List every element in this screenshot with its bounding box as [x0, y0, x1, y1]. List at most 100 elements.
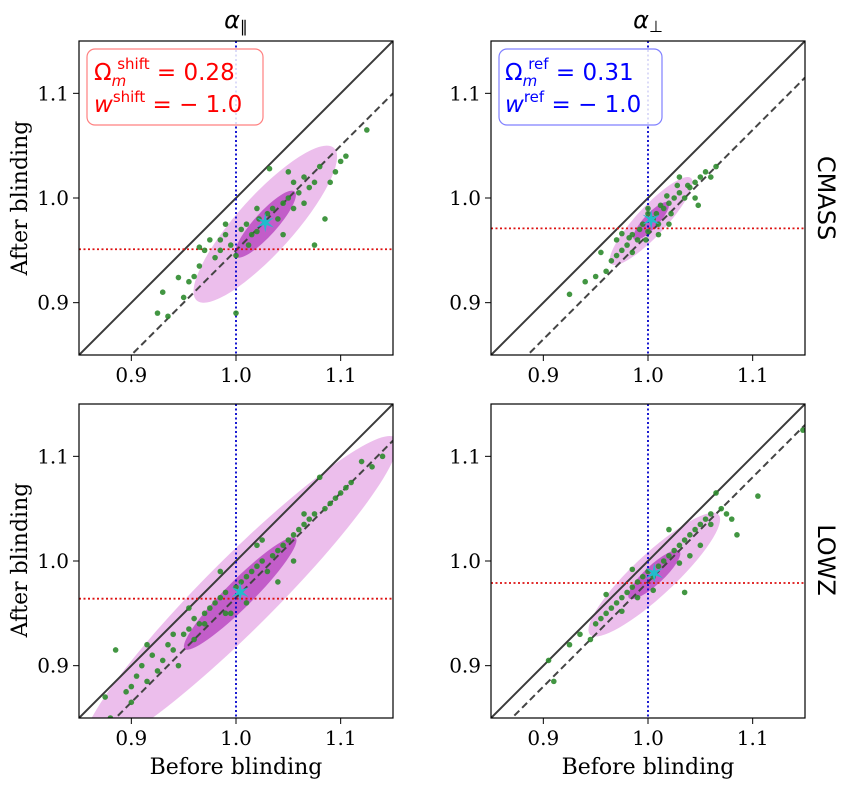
omega-symbol: Ω [505, 60, 523, 86]
data-point [728, 516, 735, 522]
center-star-marker: ✶ [254, 209, 276, 239]
row-label-cmass: CMASS [812, 156, 840, 240]
data-point [233, 310, 239, 316]
data-point [645, 205, 651, 212]
data-point [629, 249, 636, 256]
data-point [655, 231, 662, 238]
data-point [227, 610, 234, 617]
data-point [608, 605, 615, 611]
data-point [551, 678, 557, 685]
data-point [248, 568, 255, 575]
data-point [619, 247, 625, 254]
data-point [175, 274, 182, 281]
omega-superscript: shift [117, 55, 150, 73]
data-point [102, 694, 108, 700]
data-point [207, 237, 213, 243]
data-point [165, 641, 171, 648]
data-point [301, 200, 307, 207]
data-point [666, 552, 672, 559]
data-point [708, 511, 714, 517]
x-tick-label: 1.0 [220, 363, 252, 387]
data-point [217, 568, 224, 575]
data-point [306, 516, 313, 522]
x-tick-label: 1.1 [325, 726, 357, 750]
plot-area: ✶ [491, 404, 805, 718]
y-tick-label: 0.9 [449, 654, 481, 678]
annotation-shift-line1: Ωmshift = 0.28 [94, 55, 235, 90]
data-point [201, 621, 208, 627]
data-point [718, 505, 725, 512]
data-point [676, 542, 683, 549]
data-point [222, 231, 229, 238]
plot-area: ✶ [79, 41, 393, 355]
data-point [238, 579, 245, 585]
data-point [112, 647, 119, 653]
data-point [676, 560, 683, 566]
data-point [180, 294, 187, 301]
data-point [692, 195, 698, 201]
x-tick-label: 1.0 [220, 726, 252, 750]
data-point [332, 169, 339, 175]
data-point [196, 244, 203, 250]
data-point [681, 195, 688, 201]
data-point [684, 182, 691, 189]
data-point [186, 278, 192, 285]
data-point [311, 242, 318, 248]
x-tick-label: 0.9 [115, 726, 147, 750]
data-point [666, 200, 672, 207]
data-point [634, 237, 641, 243]
data-point [566, 641, 573, 648]
data-point [170, 631, 176, 638]
data-point [702, 169, 709, 175]
data-point [619, 230, 625, 237]
data-point [301, 511, 307, 517]
data-point [280, 200, 286, 207]
data-point [285, 169, 292, 175]
identity-line [79, 404, 393, 718]
data-point [645, 568, 651, 575]
x-tick-label: 1.1 [737, 363, 769, 387]
panel-2: ✶ 0.9 1.0 1.1 0.9 1.0 1.1 [37, 403, 394, 750]
omega-subscript: m [523, 72, 538, 90]
data-point [217, 237, 224, 243]
x-tick-label: 0.9 [527, 363, 559, 387]
data-point [639, 221, 646, 227]
data-point [191, 636, 197, 643]
data-point [566, 291, 573, 298]
data-point [191, 615, 197, 622]
data-point [343, 484, 349, 491]
panel-3: ✶ 0.9 1.0 1.1 0.9 1.0 1.1 [449, 403, 806, 750]
data-point [264, 210, 271, 217]
col-title-base: α [224, 6, 240, 34]
data-point [207, 605, 213, 611]
data-point [629, 584, 636, 590]
data-point [316, 163, 323, 170]
data-point [619, 608, 625, 615]
data-point [800, 427, 805, 433]
data-point [139, 662, 145, 669]
data-point [285, 537, 292, 543]
data-point [296, 526, 302, 533]
data-point [687, 552, 693, 559]
w-superscript: ref [524, 88, 545, 106]
x-axis-label-right: Before blinding [562, 755, 735, 780]
data-point [664, 193, 670, 199]
data-point [327, 179, 334, 186]
data-point [650, 573, 657, 580]
data-point [306, 184, 313, 191]
data-point [695, 202, 702, 209]
data-point [217, 594, 224, 601]
data-point [692, 526, 698, 533]
data-point [144, 641, 150, 648]
center-star-marker: ✶ [640, 206, 662, 236]
y-tick-label: 1.1 [37, 444, 69, 468]
panel-0: ✶ 0.9 1.0 1.1 0.9 1.0 1.1 [37, 40, 394, 387]
data-point [343, 153, 349, 159]
data-point [587, 636, 594, 643]
data-point [668, 210, 674, 217]
data-point [290, 179, 297, 186]
annotation-ref-line1: Ωmref = 0.31 [505, 55, 634, 90]
identity-line [79, 41, 393, 355]
data-point [708, 174, 714, 180]
col-title-base: α [633, 6, 649, 34]
